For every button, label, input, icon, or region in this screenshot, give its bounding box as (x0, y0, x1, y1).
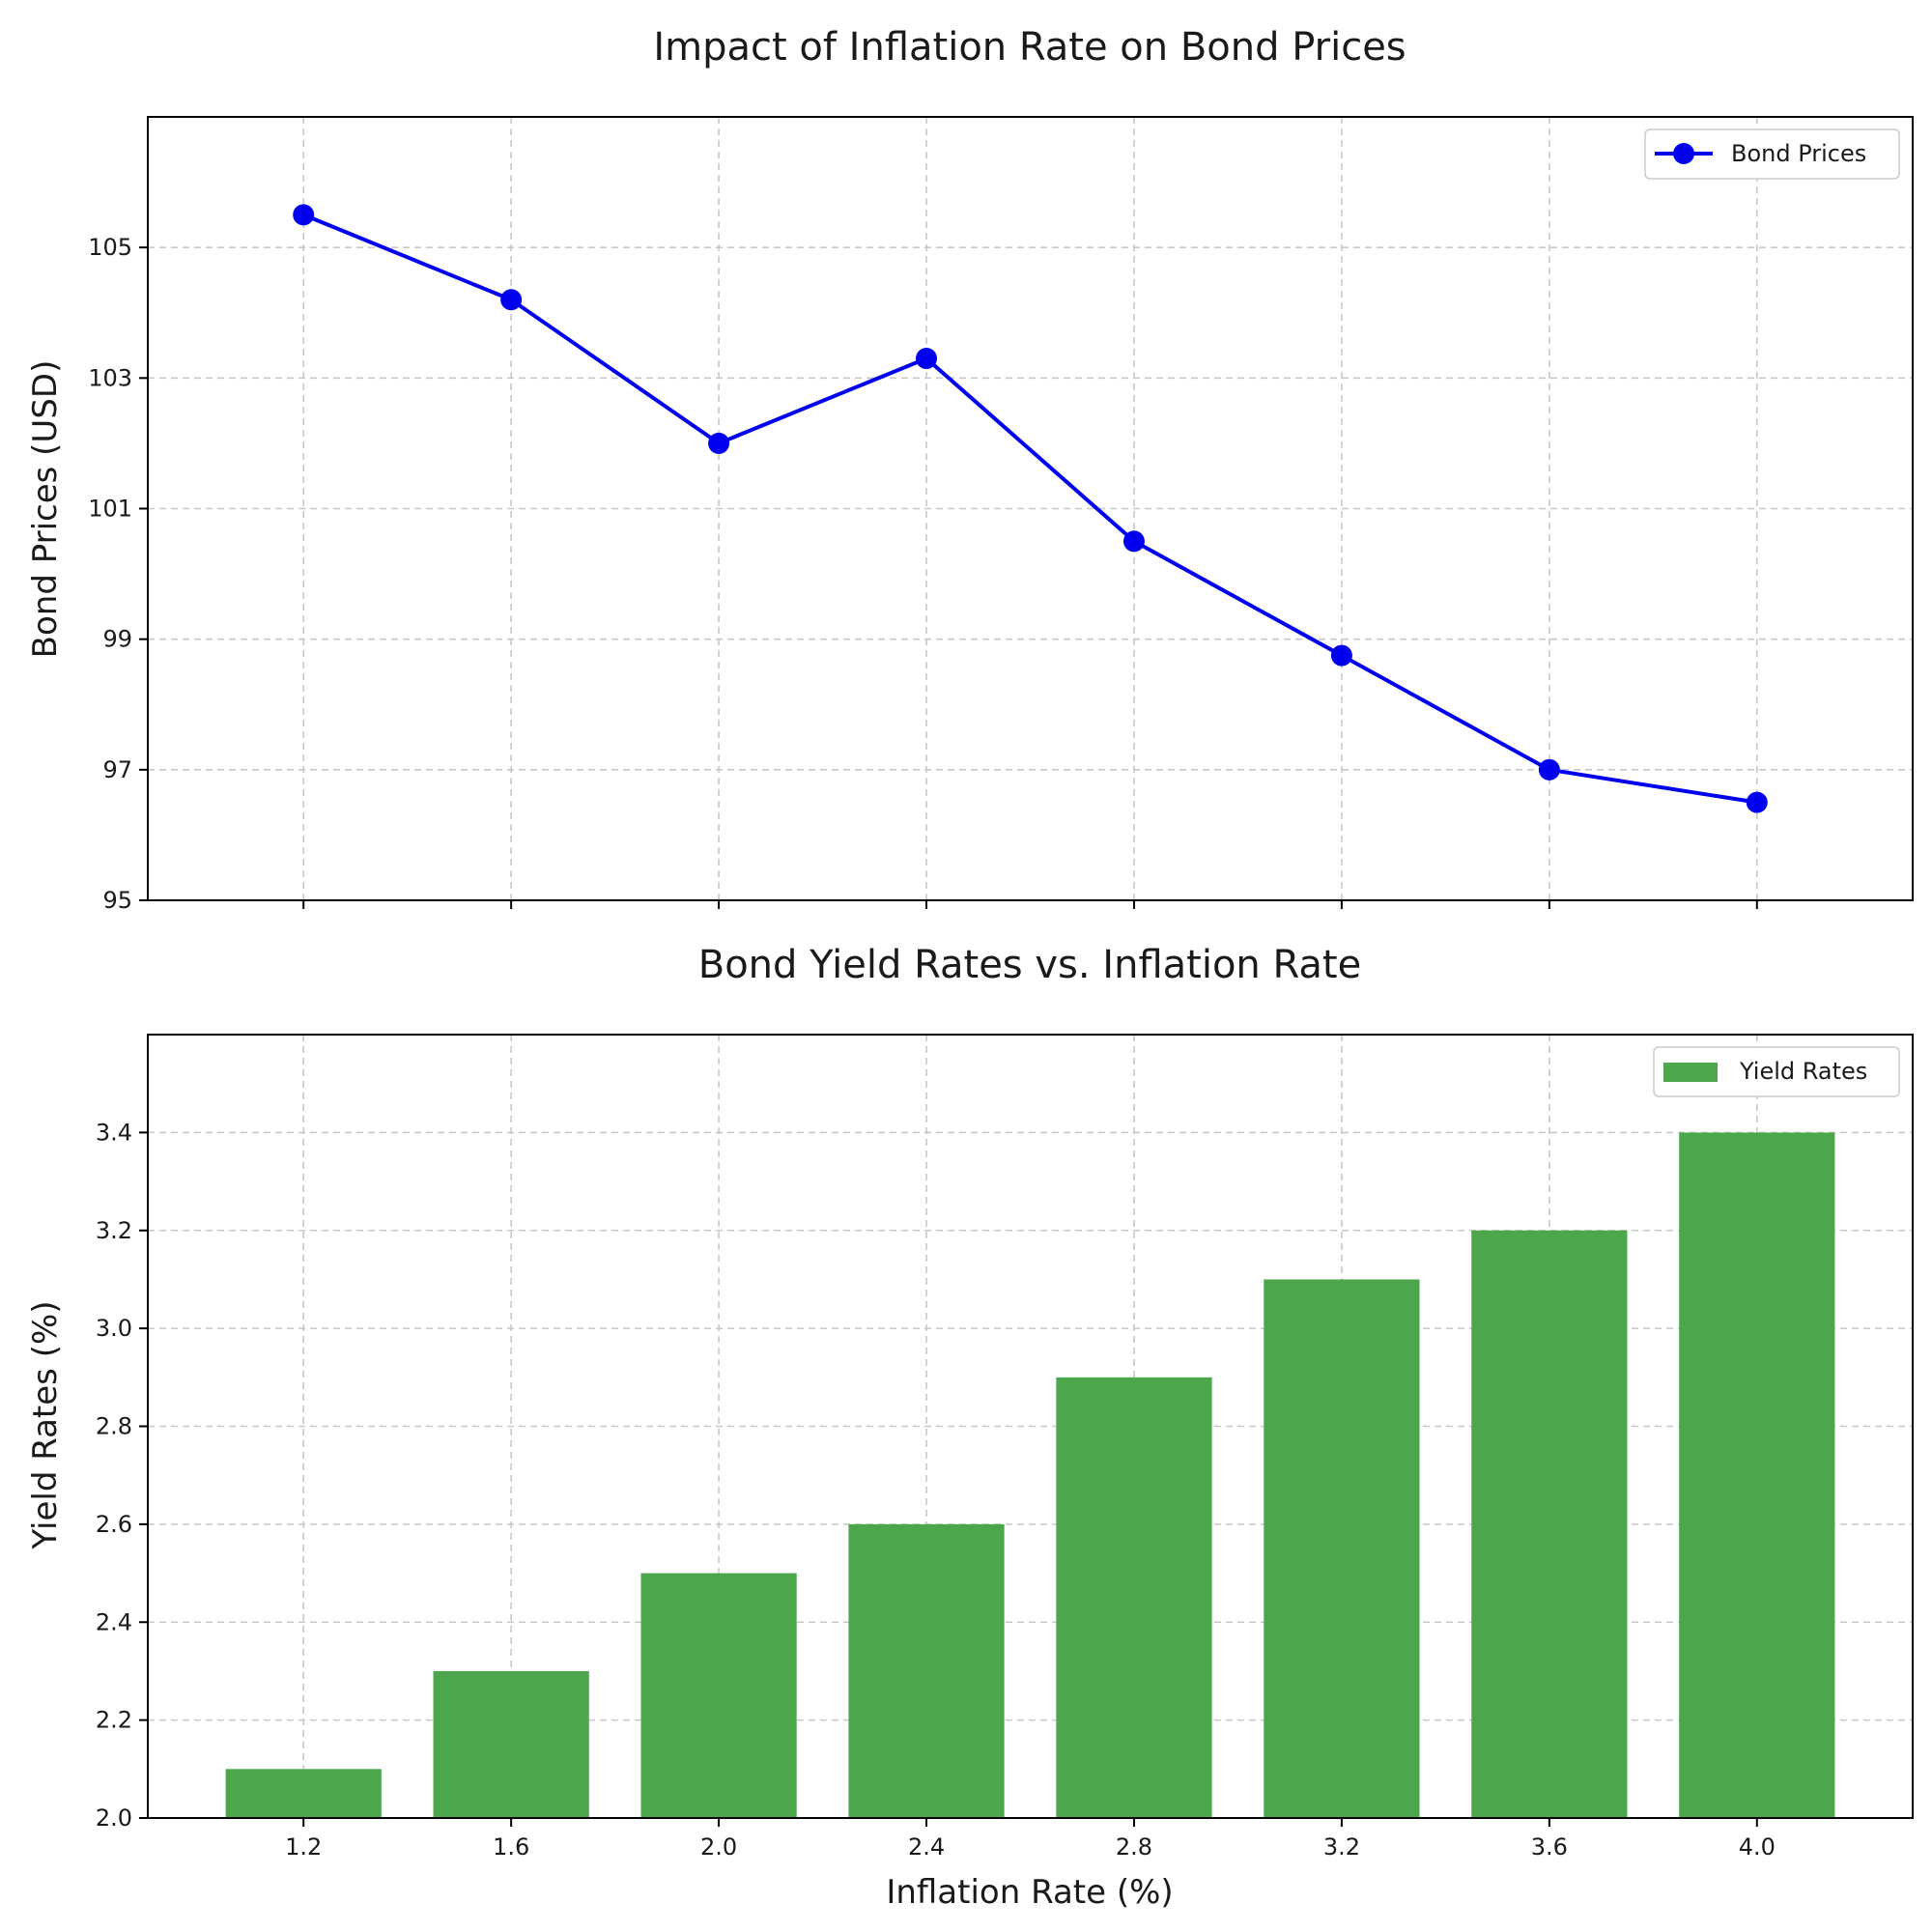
legend-box (1653, 1046, 1900, 1097)
line-chart-x-ticks (302, 900, 1758, 909)
y-tick-label: 2.0 (96, 1804, 132, 1832)
x-tick-label: 3.2 (1323, 1833, 1360, 1861)
line-chart-y-ticks: 95 97 99 101 103 105 (88, 234, 148, 914)
legend-label-bond-prices: Bond Prices (1731, 140, 1866, 167)
line-chart-legend: Bond Prices (1644, 128, 1900, 180)
y-tick-label: 2.4 (96, 1608, 132, 1635)
legend-label-yield-rates: Yield Rates (1739, 1058, 1867, 1085)
legend-bar-swatch (1663, 1063, 1718, 1082)
legend-marker-swatch (1673, 143, 1694, 164)
line-chart-marks (293, 204, 1768, 813)
data-point (293, 204, 315, 226)
x-tick-label: 2.8 (1116, 1833, 1152, 1861)
bar-2.0 (640, 1573, 797, 1818)
legend-box (1644, 128, 1900, 180)
y-tick-label: 95 (102, 887, 132, 914)
data-point (916, 348, 938, 370)
y-tick-label: 97 (102, 756, 132, 783)
bar-2.8 (1056, 1377, 1212, 1818)
y-tick-label: 2.6 (96, 1511, 132, 1538)
data-point (1538, 758, 1560, 781)
bar-chart: Bond Yield Rates vs. Inflation Rate Yiel… (26, 943, 1914, 1912)
y-tick-label: 103 (88, 364, 132, 391)
y-tick-label: 105 (88, 234, 132, 261)
y-tick-label: 3.2 (96, 1217, 132, 1244)
y-tick-label: 2.2 (96, 1707, 132, 1734)
bar-2.4 (848, 1523, 1005, 1818)
x-tick-label: 3.6 (1531, 1833, 1568, 1861)
bar-1.6 (433, 1670, 589, 1818)
bar-chart-y-axis-label: Yield Rates (%) (26, 1300, 65, 1549)
x-tick-label: 1.2 (285, 1833, 322, 1861)
data-point (1746, 791, 1768, 813)
bar-chart-title: Bond Yield Rates vs. Inflation Rate (698, 943, 1361, 987)
bar-3.6 (1471, 1230, 1628, 1818)
bar-chart-x-ticks: 1.2 1.6 2.0 2.4 2.8 3.2 3.6 4.0 (285, 1818, 1776, 1861)
bar-chart-y-ticks: 2.0 2.2 2.4 2.6 2.8 3.0 3.2 3.4 (96, 1119, 148, 1832)
y-tick-label: 101 (88, 496, 132, 523)
line-chart-y-axis-label: Bond Prices (USD) (26, 360, 65, 659)
bar-chart-x-axis-label: Inflation Rate (%) (886, 1873, 1173, 1912)
line-chart: Impact of Inflation Rate on Bond Prices … (26, 25, 1914, 914)
bar-3.2 (1264, 1279, 1420, 1818)
bar-chart-frame (147, 1034, 1914, 1819)
bar-4.0 (1679, 1132, 1835, 1818)
data-point (1330, 644, 1352, 667)
x-tick-label: 4.0 (1739, 1833, 1776, 1861)
x-tick-label: 2.4 (908, 1833, 945, 1861)
y-tick-label: 3.0 (96, 1315, 132, 1342)
y-tick-label: 99 (102, 626, 132, 653)
y-tick-label: 3.4 (96, 1119, 132, 1146)
line-chart-title: Impact of Inflation Rate on Bond Prices (653, 25, 1406, 70)
data-point (500, 289, 523, 311)
x-tick-label: 1.6 (493, 1833, 529, 1861)
data-point (708, 432, 730, 454)
line-chart-frame (147, 116, 1914, 901)
y-tick-label: 2.8 (96, 1413, 132, 1440)
bar-1.2 (225, 1769, 382, 1818)
bar-chart-marks (225, 1132, 1835, 1818)
x-tick-label: 2.0 (700, 1833, 737, 1861)
series-line-bond-prices (302, 213, 1758, 805)
data-point (1122, 530, 1145, 553)
bar-chart-legend: Yield Rates (1653, 1046, 1900, 1097)
